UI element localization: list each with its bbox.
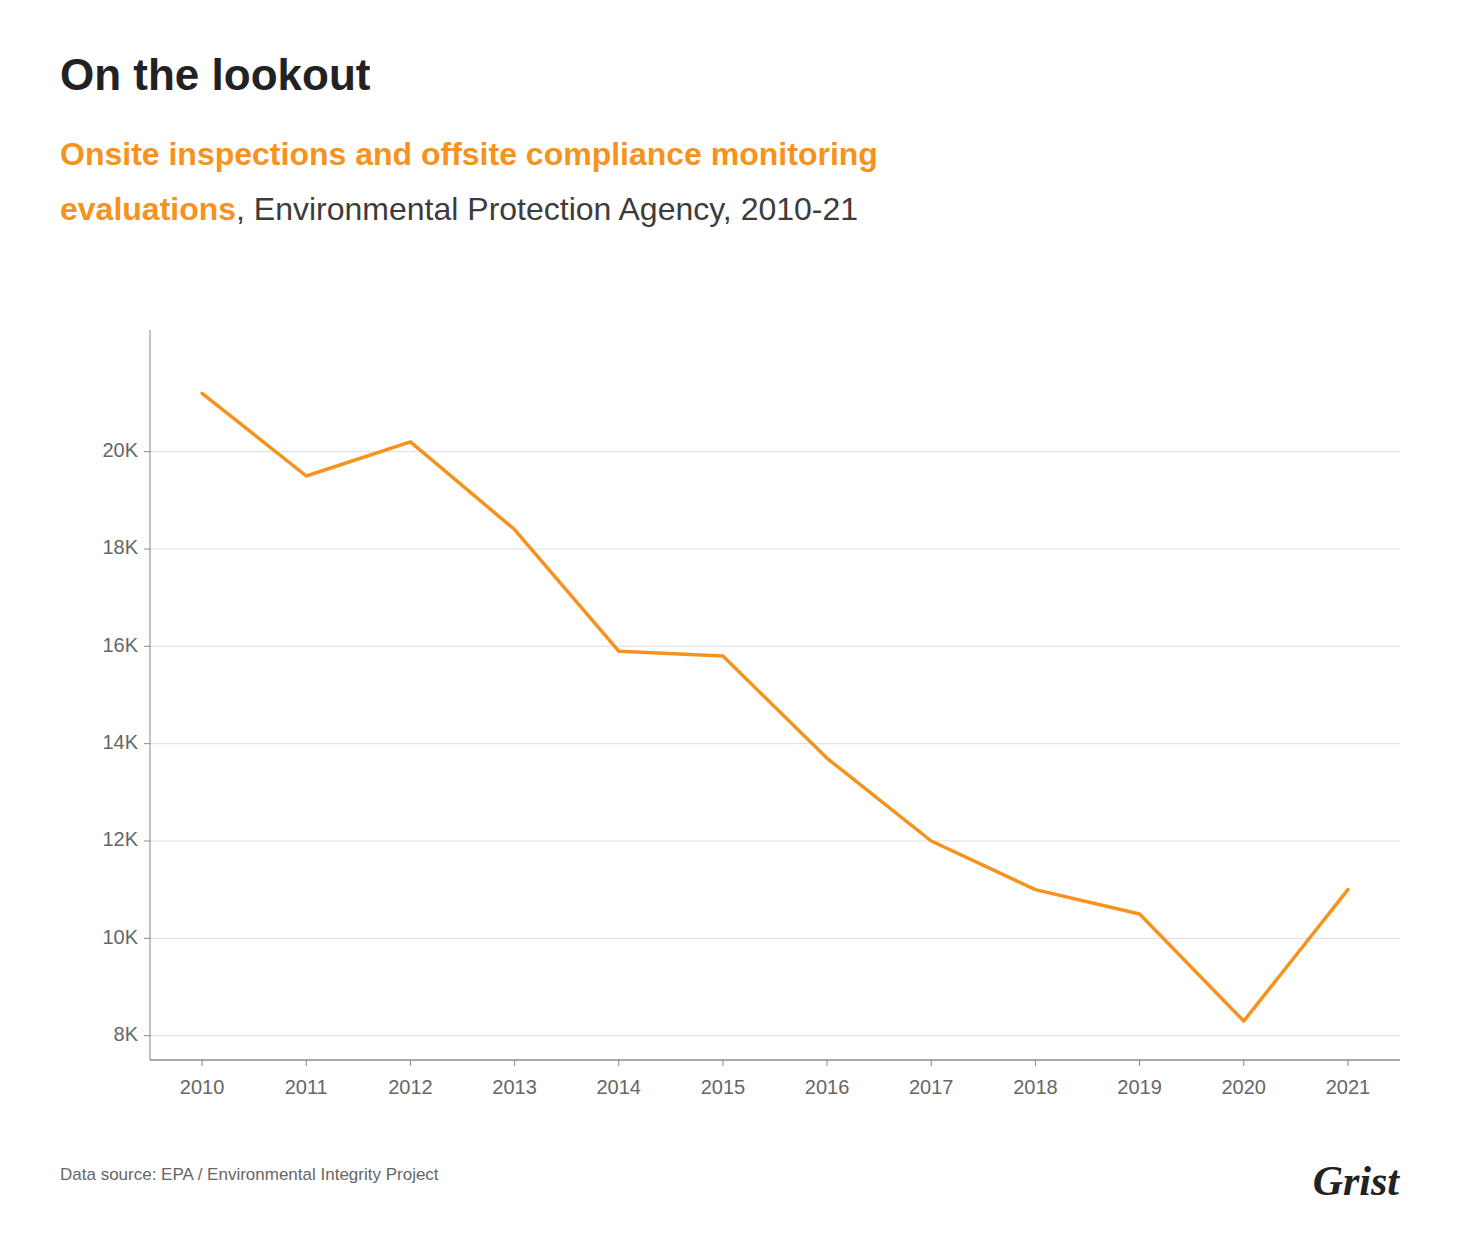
y-tick-label: 12K [102,828,138,850]
grid [150,452,1400,1036]
grid-line [150,451,1400,452]
x-tick [514,1060,515,1066]
x-tick-label: 2021 [1326,1076,1371,1098]
x-tick [1139,1060,1140,1066]
grid-line [150,743,1400,744]
x-tick [722,1060,723,1066]
y-tick [144,451,150,452]
y-tick [144,646,150,647]
x-tick-label: 2011 [285,1076,328,1098]
x-tick [1243,1060,1244,1066]
x-tick-label: 2018 [1013,1076,1058,1098]
x-tick [202,1060,203,1066]
grid-line [150,938,1400,939]
x-tick-label: 2017 [909,1076,954,1098]
x-tick [827,1060,828,1066]
y-tick [144,938,150,939]
grid-line [150,841,1400,842]
line [202,393,1348,1021]
x-axis-line [150,1059,1400,1060]
x-tick [1347,1060,1348,1066]
y-tick [144,1035,150,1036]
y-tick-label: 20K [102,439,138,461]
x-tick-label: 2014 [597,1076,642,1098]
source: Data source: EPA / Environmental Integri… [60,1165,439,1184]
y-tick [144,743,150,744]
y-tick [144,549,150,550]
x-tick-label: 2015 [701,1076,746,1098]
grid-line [150,646,1400,647]
x-tick [931,1060,932,1066]
x-tick [1035,1060,1036,1066]
y-tick-label: 10K [102,926,138,948]
x-tick-label: 2010 [180,1076,225,1098]
y-tick-label: 14K [102,731,138,753]
brand: Grist [1313,1158,1401,1204]
x-tick [306,1060,307,1066]
subtitle: evaluations [60,191,236,227]
x-tick-label: 2012 [388,1076,433,1098]
subtitle: , Environmental Protection Agency, 2010-… [236,191,858,227]
y-tick-label: 8K [114,1023,139,1045]
x-tick-label: 2016 [805,1076,850,1098]
y-axis-line [150,330,151,1060]
x-tick-label: 2013 [492,1076,537,1098]
grid-line [150,549,1400,550]
chart: On the lookout Onsite inspections and off… [0,0,1459,1250]
title: On the lookout [60,50,371,99]
data-group [202,393,1348,1021]
y-tick [144,841,150,842]
grid-line [150,1035,1400,1036]
x-tick [618,1060,619,1066]
y-tick-label: 16K [102,634,138,656]
subtitle-line: evaluations, Environmental Protection Ag… [60,191,858,227]
subtitle: Onsite inspections and offsite complianc… [60,136,878,172]
y-tick-label: 18K [102,536,138,558]
x-tick-label: 2019 [1117,1076,1162,1098]
x-tick-label: 2020 [1222,1076,1267,1098]
x-tick [410,1060,411,1066]
